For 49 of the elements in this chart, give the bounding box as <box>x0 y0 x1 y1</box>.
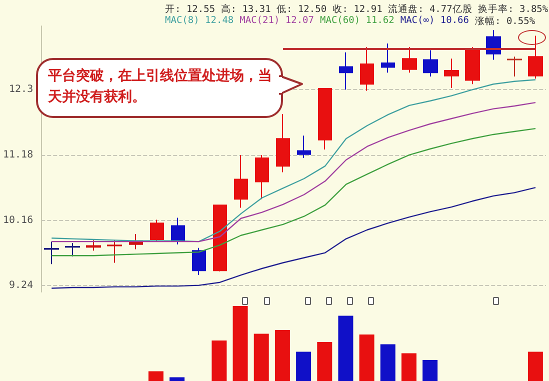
bar <box>212 340 227 381</box>
candlestick <box>44 241 59 265</box>
candlestick <box>528 35 543 80</box>
candlestick <box>402 46 417 74</box>
bar <box>528 352 543 381</box>
bar <box>232 306 248 381</box>
candlestick <box>65 242 80 257</box>
candlestick <box>107 240 122 264</box>
candlestick <box>171 217 185 245</box>
bar <box>401 353 416 381</box>
annotation: 涨幅: 0.55% <box>475 15 536 28</box>
annotation: 平台突破，在上引线位置处进场，当天并没有获利。 <box>48 66 273 107</box>
bar <box>422 360 438 381</box>
candlestick <box>465 46 480 85</box>
line-series <box>51 128 536 256</box>
text: MAC(∞) 10.66 <box>400 15 469 28</box>
bar <box>317 342 332 381</box>
bar <box>296 352 312 381</box>
bar <box>254 334 269 381</box>
candlestick <box>444 58 459 88</box>
y-tick-label: 11.18 <box>2 149 34 160</box>
candlestick <box>213 204 227 272</box>
candlestick <box>360 46 374 92</box>
candlestick <box>276 114 290 173</box>
y-tick-label: 9.24 <box>9 280 34 291</box>
candlestick <box>423 50 438 77</box>
text: MAC(60) 11.62 <box>320 15 394 28</box>
bar <box>338 316 354 381</box>
y-tick-label: 12.3 <box>9 84 34 96</box>
bar <box>380 344 396 381</box>
text: 开: 12.55 高: 13.31 低: 12.50 收: 12.91 流通盘: 4.77亿股 换手率: 3.85% <box>165 3 548 16</box>
candlestick <box>381 42 395 74</box>
y-tick-label: 10.16 <box>2 214 34 226</box>
bar <box>170 377 185 381</box>
bar <box>274 330 290 381</box>
text: MAC(21) 12.07 <box>240 15 314 28</box>
candlestick <box>255 154 269 200</box>
candlestick <box>234 154 248 208</box>
bar <box>359 334 374 381</box>
candlestick <box>192 247 206 276</box>
candlestick <box>150 219 164 242</box>
candlestick <box>507 56 522 77</box>
candlestick <box>297 135 311 159</box>
candlestick <box>86 240 101 252</box>
candlestick <box>318 88 332 150</box>
bar <box>148 371 164 381</box>
line-series <box>51 186 536 289</box>
text: MAC(8) 12.48 <box>165 15 234 28</box>
candlestick <box>339 52 353 90</box>
